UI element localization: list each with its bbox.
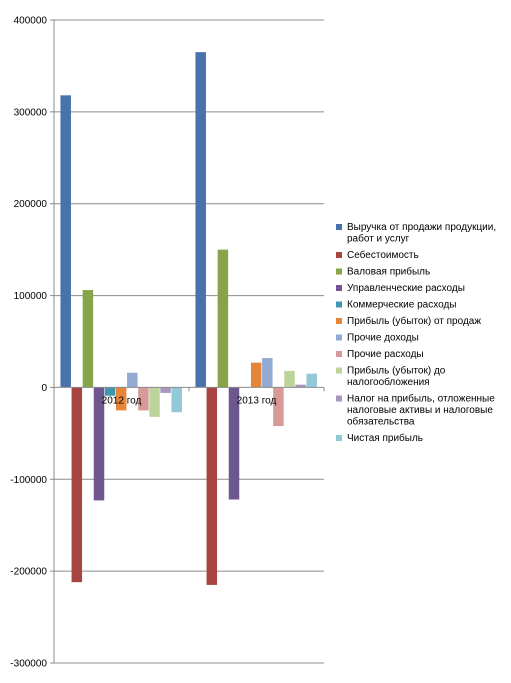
legend-label: Прибыль (убыток) от продаж <box>347 315 481 327</box>
y-tick-label: -200000 <box>10 567 47 578</box>
bar <box>284 370 295 388</box>
bar <box>104 387 116 396</box>
legend-label: Валовая прибыль <box>347 266 430 278</box>
bars <box>60 52 317 585</box>
bar <box>171 387 182 413</box>
legend: Выручка от продажи продукции, работ и усл… <box>336 222 496 444</box>
y-tick-label: 0 <box>41 383 47 394</box>
bar <box>115 387 127 411</box>
y-tick-label: -300000 <box>10 659 47 670</box>
legend-swatch <box>336 435 342 441</box>
legend-label: Прочие расходы <box>347 349 424 360</box>
y-tick-label: 300000 <box>14 107 48 118</box>
legend-swatch <box>336 367 342 374</box>
legend-label: Коммерческие расходы <box>347 300 457 311</box>
legend-label: Налог на прибыль, отложенные налоговые ак… <box>347 393 495 428</box>
bar <box>127 372 138 388</box>
x-tick-label: 2013 год <box>237 395 277 406</box>
legend-label: Прибыль (убыток) до налогообложения <box>347 365 446 389</box>
legend-label: Чистая прибыль <box>347 432 423 444</box>
y-tick-label: 100000 <box>14 291 48 302</box>
bar <box>217 249 229 388</box>
bar <box>93 387 105 501</box>
bar <box>195 52 206 388</box>
legend-swatch <box>336 224 342 230</box>
bar <box>228 387 240 500</box>
bar <box>138 387 149 411</box>
bar <box>71 387 83 583</box>
legend-swatch <box>336 318 342 324</box>
x-tick-label: 2012 год <box>102 395 142 406</box>
legend-swatch <box>336 268 342 275</box>
bar <box>295 384 306 388</box>
axes: -300000 -200000 -100000 0 100000 200000 300000… <box>10 16 325 670</box>
legend-swatch <box>336 301 342 308</box>
legend-label: Управленческие расходы <box>347 283 465 294</box>
legend-swatch <box>336 252 342 258</box>
bar <box>60 95 71 388</box>
legend-label: Прочие доходы <box>347 333 419 344</box>
legend-swatch <box>336 334 342 341</box>
bar <box>149 387 160 417</box>
legend-swatch <box>336 395 342 402</box>
y-tick-label: 200000 <box>14 199 48 210</box>
bar <box>262 358 273 388</box>
bar <box>306 373 317 388</box>
y-tick-label: -100000 <box>10 475 47 486</box>
bar <box>250 362 262 388</box>
legend-swatch <box>336 285 342 291</box>
bar <box>82 290 94 388</box>
gridlines <box>54 19 324 664</box>
legend-label: Выручка от продажи продукции, работ и усл… <box>347 222 496 245</box>
bar <box>206 387 218 585</box>
y-tick-label: 400000 <box>14 16 48 27</box>
legend-label: Себестоимость <box>347 249 419 261</box>
legend-swatch <box>336 351 342 357</box>
bar <box>160 387 171 393</box>
bar <box>273 387 284 427</box>
